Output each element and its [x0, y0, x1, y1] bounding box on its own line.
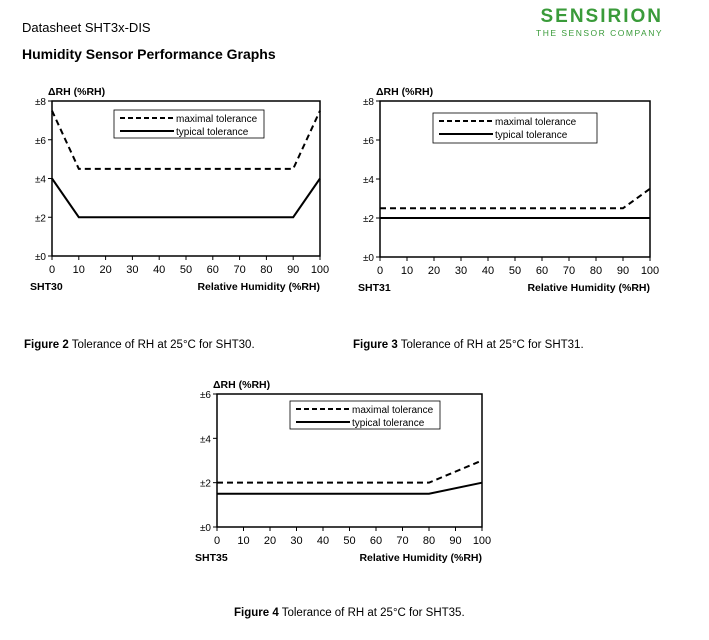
y-axis-label: ΔRH (%RH) [376, 86, 433, 98]
caption-figure-label: Figure 2 [24, 339, 69, 351]
logo-name: SENSIRION [540, 6, 663, 27]
y-tick-label: ±4 [35, 175, 46, 186]
company-logo: SENSIRION THE SENSOR COMPANY [536, 6, 663, 38]
series-line-maximal-tolerance [380, 187, 651, 210]
x-tick-label: 60 [207, 264, 219, 276]
y-tick-label: ±4 [363, 175, 374, 186]
x-tick-label: 30 [290, 535, 302, 547]
x-tick-label: 70 [396, 535, 408, 547]
x-tick-label: 40 [153, 264, 165, 276]
y-tick-label: ±6 [200, 390, 211, 401]
x-tick-label: 10 [73, 264, 85, 276]
x-tick-label: 50 [180, 264, 192, 276]
x-tick-label: 100 [473, 535, 491, 547]
x-tick-label: 20 [99, 264, 111, 276]
x-tick-label: 40 [317, 535, 329, 547]
logo-tagline: THE SENSOR COMPANY [536, 28, 663, 38]
sensor-label: SHT35 [195, 552, 228, 564]
y-tick-label: ±0 [200, 523, 211, 534]
x-tick-label: 100 [311, 264, 329, 276]
figure-2-caption: Figure 2 Tolerance of RH at 25°C for SHT… [24, 339, 255, 351]
x-tick-label: 50 [343, 535, 355, 547]
legend-label: maximal tolerance [495, 117, 577, 128]
document-title: Datasheet SHT3x-DIS [22, 20, 151, 35]
y-tick-label: ±2 [35, 213, 46, 224]
y-tick-label: ±8 [35, 97, 46, 108]
section-title: Humidity Sensor Performance Graphs [22, 46, 276, 62]
caption-text: Tolerance of RH at 25°C for SHT31. [397, 339, 584, 351]
x-tick-label: 70 [233, 264, 245, 276]
x-tick-label: 0 [214, 535, 220, 547]
caption-text: Tolerance of RH at 25°C for SHT30. [68, 339, 255, 351]
caption-figure-label: Figure 3 [353, 339, 398, 351]
legend-label: typical tolerance [176, 127, 249, 138]
y-tick-label: ±6 [35, 136, 46, 147]
x-tick-label: 60 [536, 265, 548, 277]
x-tick-label: 80 [260, 264, 272, 276]
x-tick-label: 20 [264, 535, 276, 547]
legend-label: maximal tolerance [176, 114, 258, 125]
series-line-maximal-tolerance [217, 459, 483, 484]
series-line-typical-tolerance [51, 177, 321, 219]
x-axis-label: Relative Humidity (%RH) [359, 552, 482, 564]
x-axis-label: Relative Humidity (%RH) [197, 281, 320, 293]
legend-box [289, 400, 441, 430]
x-tick-label: 0 [377, 265, 383, 277]
y-tick-label: ±8 [363, 97, 374, 108]
caption-figure-label: Figure 4 [234, 607, 279, 619]
x-tick-label: 20 [428, 265, 440, 277]
x-tick-label: 10 [237, 535, 249, 547]
legend-label: maximal tolerance [352, 405, 434, 416]
legend-label: typical tolerance [495, 130, 568, 141]
series-line-maximal-tolerance [51, 110, 321, 170]
x-tick-label: 90 [449, 535, 461, 547]
x-tick-label: 50 [509, 265, 521, 277]
figure-4-caption: Figure 4 Tolerance of RH at 25°C for SHT… [234, 607, 465, 619]
sensor-label: SHT31 [358, 282, 391, 294]
legend-box [432, 112, 598, 144]
x-tick-label: 100 [641, 265, 659, 277]
series-line-typical-tolerance [217, 481, 483, 495]
x-tick-label: 80 [423, 535, 435, 547]
y-tick-label: ±6 [363, 136, 374, 147]
legend-label: typical tolerance [352, 418, 425, 429]
y-axis-label: ΔRH (%RH) [48, 86, 105, 98]
figure-3-caption: Figure 3 Tolerance of RH at 25°C for SHT… [353, 339, 584, 351]
caption-text: Tolerance of RH at 25°C for SHT35. [278, 607, 465, 619]
x-tick-label: 60 [370, 535, 382, 547]
x-tick-label: 10 [401, 265, 413, 277]
sensor-label: SHT30 [30, 281, 63, 293]
x-tick-label: 40 [482, 265, 494, 277]
x-axis-label: Relative Humidity (%RH) [527, 282, 650, 294]
y-tick-label: ±0 [363, 253, 374, 264]
x-tick-label: 70 [563, 265, 575, 277]
x-tick-label: 80 [590, 265, 602, 277]
x-tick-label: 30 [455, 265, 467, 277]
x-tick-label: 0 [49, 264, 55, 276]
y-tick-label: ±4 [200, 434, 211, 445]
y-tick-label: ±2 [200, 479, 211, 490]
y-axis-label: ΔRH (%RH) [213, 379, 270, 391]
y-tick-label: ±0 [35, 252, 46, 263]
x-tick-label: 90 [287, 264, 299, 276]
x-tick-label: 90 [617, 265, 629, 277]
legend-box [113, 109, 265, 139]
y-tick-label: ±2 [363, 214, 374, 225]
x-tick-label: 30 [126, 264, 138, 276]
